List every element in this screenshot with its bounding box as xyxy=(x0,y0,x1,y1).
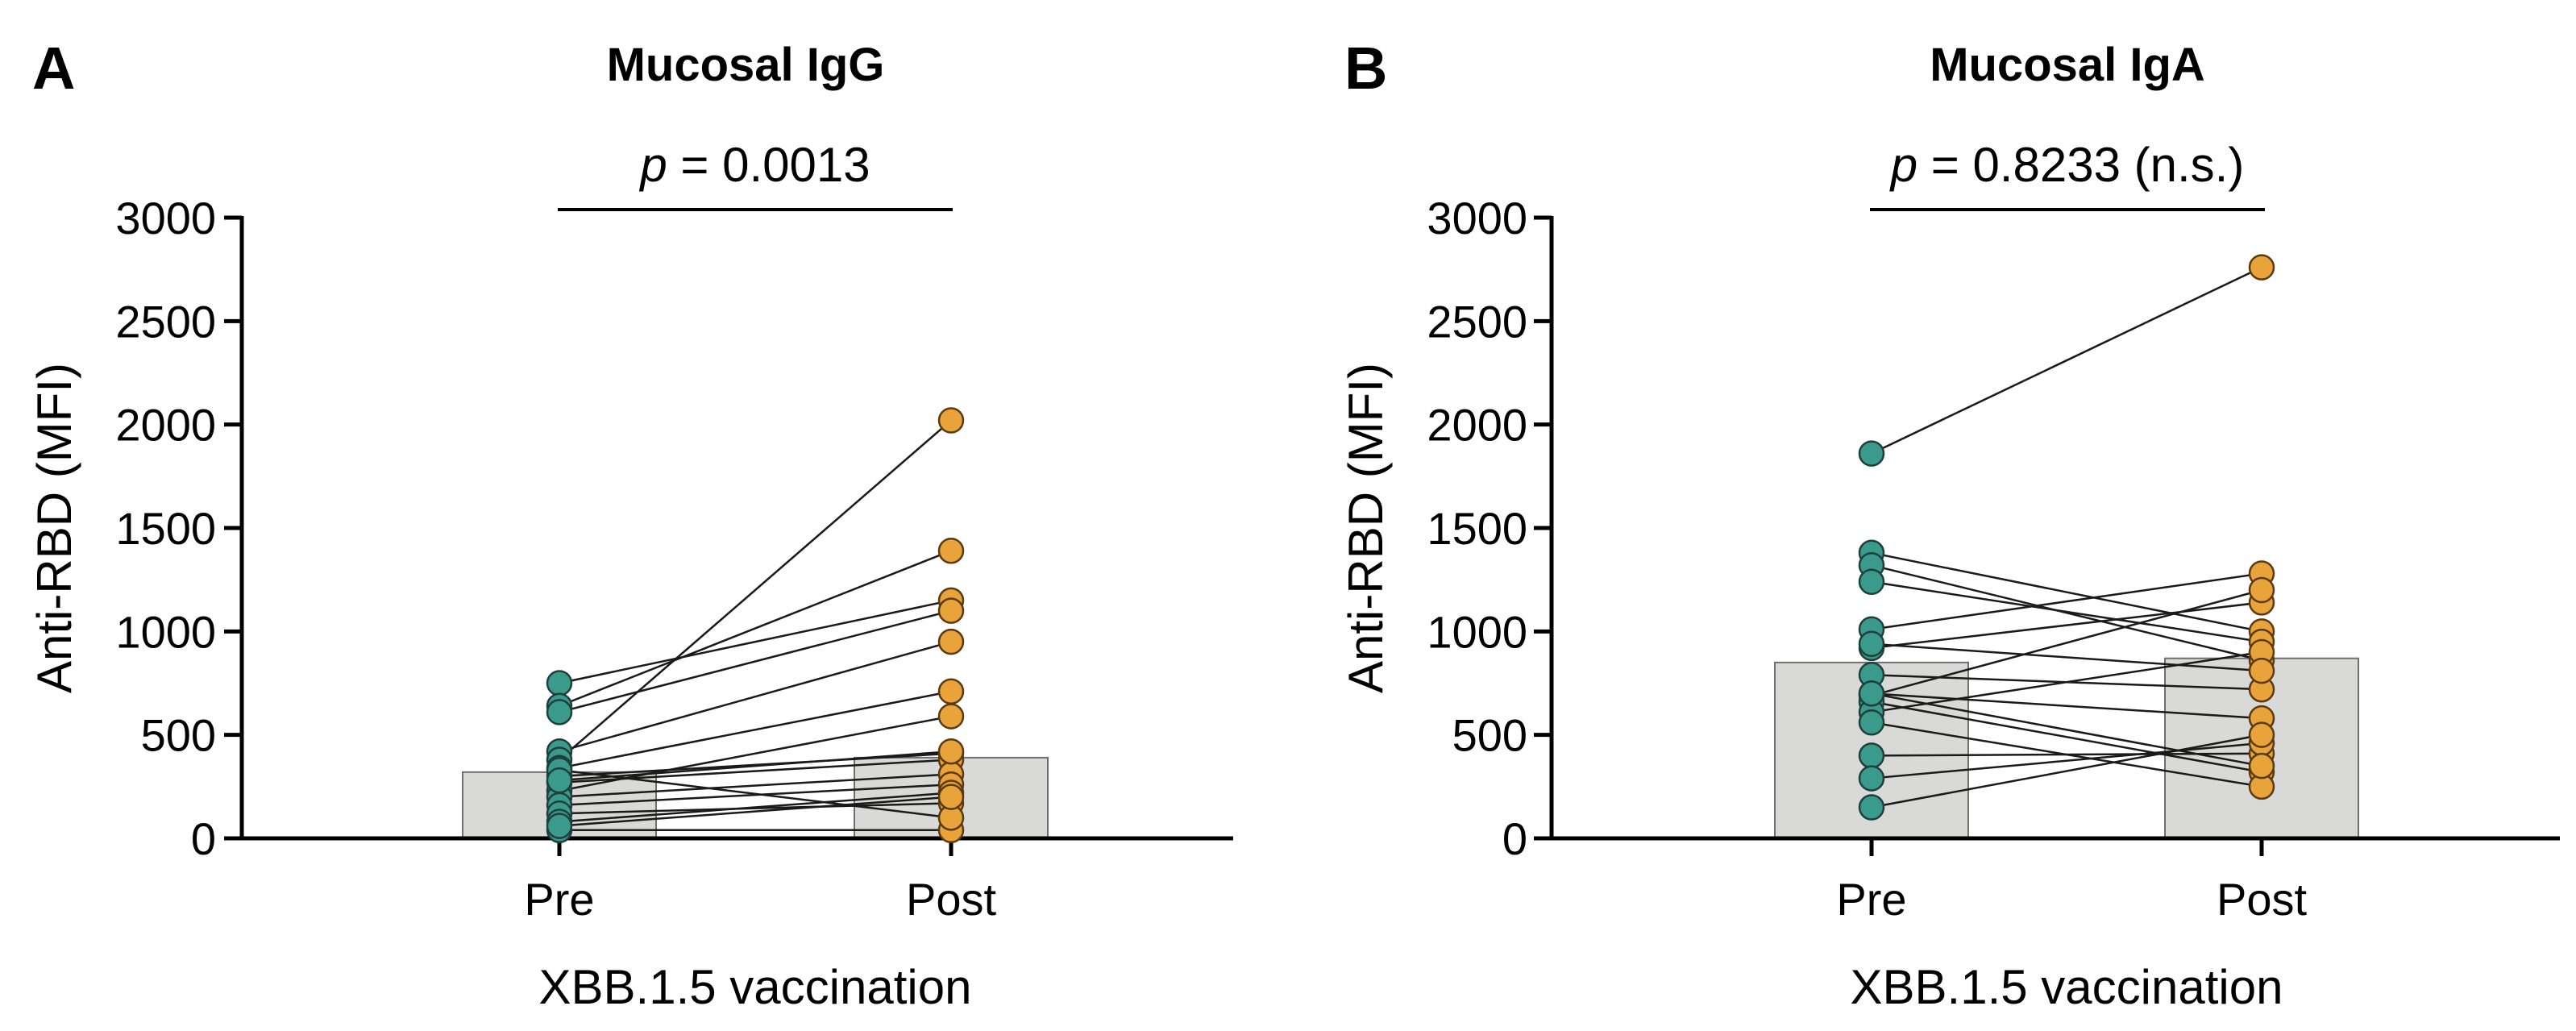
p-symbol: p xyxy=(1889,138,1917,192)
x-tick-label-pre: Pre xyxy=(1836,874,1906,925)
post-point xyxy=(937,784,965,810)
pair-line xyxy=(559,599,952,684)
pair-line xyxy=(559,792,952,823)
pre-point xyxy=(1858,742,1885,769)
pre-point xyxy=(546,699,573,725)
pair-line xyxy=(559,773,952,798)
p-value-annotation: p = 0.0013 xyxy=(638,138,870,192)
y-tick-label: 500 xyxy=(141,710,216,761)
pair-line xyxy=(559,752,952,778)
pair-line xyxy=(1871,572,2262,631)
x-tick-label-pre: Pre xyxy=(524,874,594,925)
pair-line xyxy=(1871,601,2262,650)
pair-line xyxy=(1871,692,2262,767)
pre-point xyxy=(1858,709,1885,736)
post-point xyxy=(937,597,965,624)
pre-point xyxy=(546,813,573,839)
pre-point xyxy=(1858,680,1885,707)
y-tick-label: 3000 xyxy=(1427,193,1527,243)
y-tick-label: 3000 xyxy=(115,193,216,243)
post-point xyxy=(937,407,965,434)
x-axis-label: XBB.1.5 vaccination xyxy=(539,960,972,1014)
y-tick-label: 2000 xyxy=(115,400,216,451)
panel-letter: B xyxy=(1344,35,1387,102)
p-symbol: p xyxy=(638,138,667,192)
pre-point xyxy=(1858,568,1885,595)
pre-point xyxy=(546,670,573,696)
post-point xyxy=(937,678,965,705)
post-point xyxy=(2248,752,2275,779)
y-tick-label: 1000 xyxy=(115,606,216,657)
post-point xyxy=(2248,254,2275,281)
p-value-text: = 0.0013 xyxy=(667,138,870,192)
post-point xyxy=(937,703,965,730)
pair-line xyxy=(1871,734,2262,809)
chart-panel-a: A Mucosal IgG p = 0.0013 0 500 1000 1500 2000 25… xyxy=(27,35,1233,1014)
chart-title: Mucosal IgA xyxy=(1930,39,2205,91)
y-tick-label: 2000 xyxy=(1427,400,1527,451)
pair-line xyxy=(559,769,952,819)
y-axis-label: Anti-RBD (MFI) xyxy=(27,363,81,693)
x-axis-label: XBB.1.5 vaccination xyxy=(1851,960,2283,1014)
pre-point xyxy=(1858,765,1885,792)
pair-line xyxy=(559,419,952,761)
y-tick-label: 1000 xyxy=(1427,606,1527,657)
pre-point xyxy=(1858,630,1885,657)
pre-point xyxy=(546,767,573,794)
y-tick-label: 0 xyxy=(1502,813,1527,864)
y-tick-label: 2500 xyxy=(1427,296,1527,347)
paired-lines xyxy=(559,419,952,831)
pair-line xyxy=(559,784,952,807)
pair-line xyxy=(1871,692,2262,720)
pair-line xyxy=(1871,642,2262,672)
pair-line xyxy=(559,796,952,827)
y-tick-label: 0 xyxy=(191,813,216,864)
post-point xyxy=(2248,721,2275,748)
pre-point xyxy=(1858,440,1885,467)
post-point xyxy=(937,628,965,655)
x-tick-label-post: Post xyxy=(2217,874,2307,925)
pair-line xyxy=(559,550,952,707)
post-point xyxy=(937,537,965,564)
pair-line xyxy=(1871,742,2262,779)
panel-letter: A xyxy=(32,35,75,102)
x-tick-label-post: Post xyxy=(906,874,996,925)
pair-line xyxy=(559,690,952,769)
y-tick-label: 1500 xyxy=(115,503,216,554)
y-tick-label: 500 xyxy=(1452,710,1527,761)
p-value-annotation: p = 0.8233 (n.s.) xyxy=(1889,138,2245,192)
pair-line xyxy=(559,640,952,753)
y-tick-label: 1500 xyxy=(1427,503,1527,554)
paired-lines xyxy=(1871,266,2262,809)
pair-line xyxy=(559,802,952,815)
chart-title: Mucosal IgG xyxy=(607,39,885,91)
data-points xyxy=(1858,254,2275,821)
p-value-text: = 0.8233 (n.s.) xyxy=(1917,138,2244,192)
y-axis-label: Anti-RBD (MFI) xyxy=(1339,363,1393,693)
data-points xyxy=(546,407,965,843)
post-point xyxy=(937,738,965,765)
pair-line xyxy=(1871,580,2262,643)
pair-line xyxy=(1871,588,2262,697)
pair-line xyxy=(559,609,952,713)
pre-point xyxy=(1858,794,1885,821)
post-point xyxy=(2248,576,2275,604)
y-tick-label: 2500 xyxy=(115,296,216,347)
post-point xyxy=(2248,657,2275,684)
pair-line xyxy=(559,750,952,782)
pair-line xyxy=(1871,266,2262,455)
pair-line xyxy=(1871,700,2262,774)
pair-line xyxy=(1871,651,2262,713)
pair-line xyxy=(1871,551,2262,633)
pair-line xyxy=(1871,563,2262,662)
